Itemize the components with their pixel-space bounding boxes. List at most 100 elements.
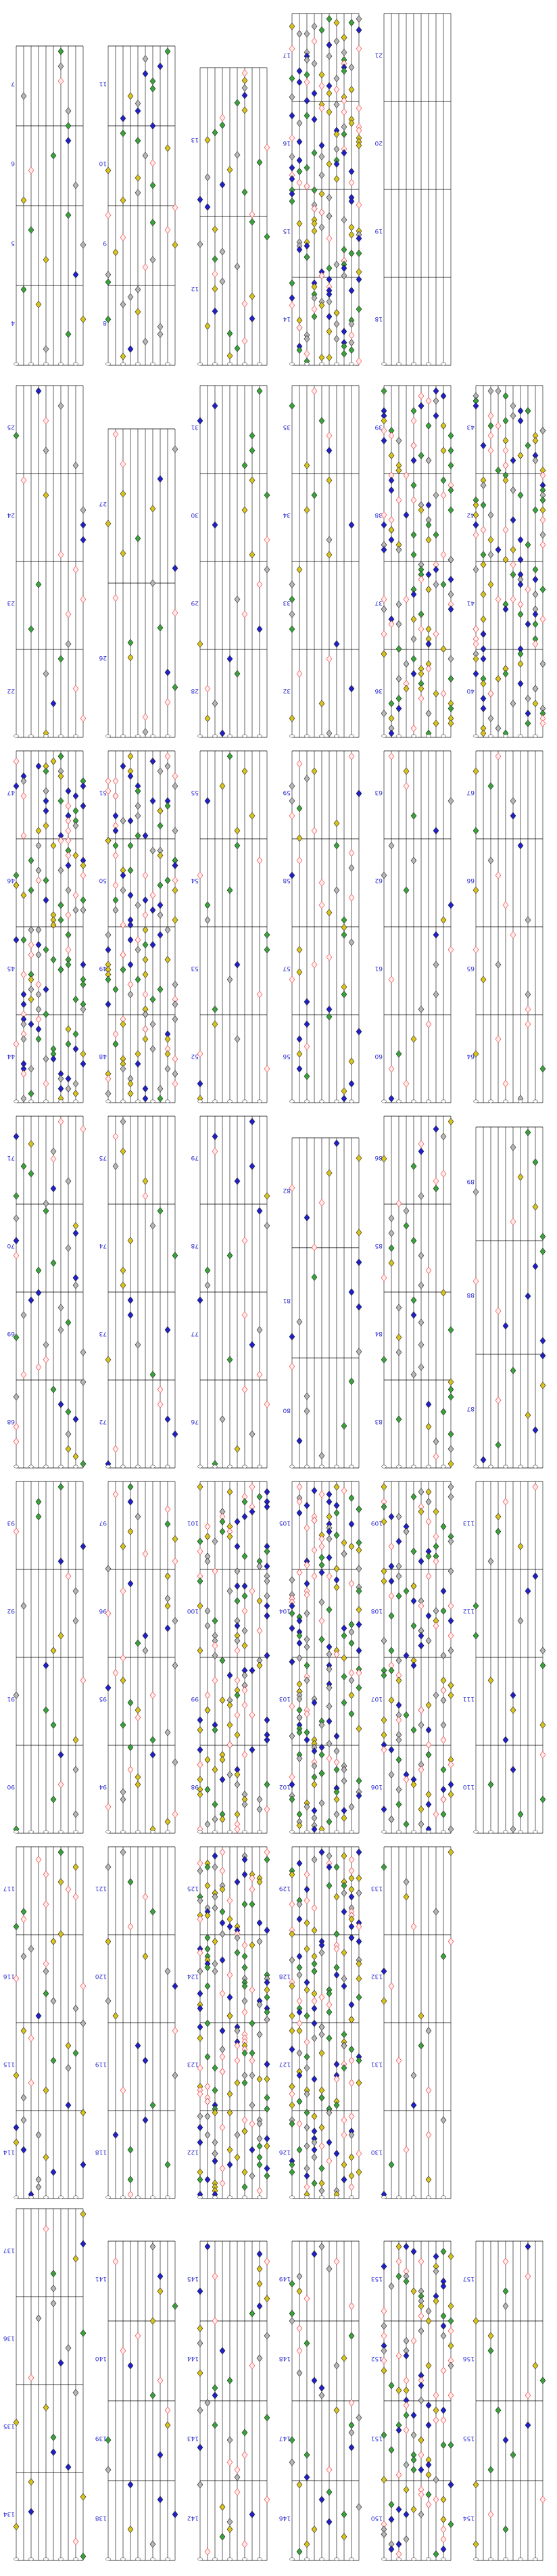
note-marker (212, 2109, 218, 2117)
note-marker (289, 1609, 295, 1617)
measure-number: 92 (7, 1607, 15, 1614)
note-marker (341, 1852, 347, 1860)
note-marker (43, 1341, 49, 1349)
note-marker (120, 460, 126, 468)
note-marker (388, 1612, 395, 1620)
note-marker (264, 1927, 270, 1934)
note-marker (381, 2431, 387, 2439)
open-string-marker (396, 2195, 402, 2199)
note-marker (197, 2168, 203, 2176)
note-marker (112, 1030, 119, 1038)
note-marker (341, 1982, 347, 1990)
note-marker (395, 2550, 402, 2558)
note-marker (388, 1229, 395, 1237)
note-marker (264, 1577, 270, 1585)
note-marker (164, 144, 171, 152)
note-marker (356, 1684, 362, 1692)
note-marker (356, 1777, 362, 1785)
measure-number: 44 (7, 1053, 15, 1059)
note-marker (157, 2376, 164, 2385)
note-marker (164, 762, 171, 770)
note-marker (13, 2523, 20, 2531)
note-marker (525, 916, 531, 924)
note-marker (120, 921, 126, 929)
note-marker (447, 486, 454, 495)
note-marker (418, 2312, 425, 2320)
note-marker (381, 1517, 387, 1525)
note-marker (326, 908, 333, 917)
note-marker (296, 1050, 303, 1058)
note-marker (318, 1941, 325, 1949)
open-string-marker (334, 362, 339, 366)
note-marker (234, 1731, 241, 1739)
note-marker (50, 2299, 57, 2307)
note-marker (249, 1900, 256, 1908)
note-marker (311, 1747, 318, 1755)
note-marker (326, 953, 333, 961)
note-marker (112, 248, 119, 256)
note-marker (289, 580, 295, 589)
note-marker (296, 1706, 303, 1714)
note-marker (433, 1177, 439, 1185)
note-marker (410, 496, 417, 504)
note-marker (50, 956, 57, 964)
note-marker (256, 2187, 263, 2194)
note-marker (433, 2253, 439, 2261)
open-string-marker (212, 2195, 218, 2199)
note-marker (326, 476, 333, 484)
note-marker (142, 55, 149, 63)
note-marker (395, 436, 402, 444)
note-marker (127, 1080, 134, 1088)
note-marker (264, 1488, 270, 1496)
note-marker (256, 580, 263, 589)
note-marker (72, 807, 79, 815)
note-marker (212, 129, 218, 137)
note-marker (473, 670, 479, 678)
open-string-marker (242, 2557, 247, 2561)
note-marker (264, 233, 270, 241)
measure-number: 146 (279, 2514, 291, 2521)
note-marker (395, 1304, 402, 1312)
note-marker (532, 457, 539, 465)
note-marker (43, 986, 49, 994)
open-string-marker (257, 734, 262, 738)
note-marker (28, 2374, 34, 2382)
note-marker (440, 645, 447, 653)
note-marker (142, 1893, 149, 1901)
note-marker (289, 1870, 295, 1879)
note-marker (135, 1050, 141, 1058)
note-marker (447, 674, 454, 683)
note-marker (43, 345, 49, 353)
note-marker (433, 1532, 439, 1540)
note-marker (127, 1580, 134, 1588)
note-marker (80, 2552, 87, 2560)
note-marker (264, 1562, 270, 1570)
note-marker (525, 540, 531, 549)
note-marker (473, 1050, 479, 1058)
open-string-marker (426, 1830, 431, 1834)
note-marker (517, 407, 524, 415)
note-marker (72, 1452, 79, 1460)
note-marker (318, 2496, 325, 2504)
note-marker (241, 1311, 248, 1319)
note-marker (105, 166, 112, 175)
note-marker (296, 2324, 303, 2332)
note-marker (142, 1035, 149, 1043)
note-marker (256, 2120, 263, 2128)
measure-number: 10 (99, 160, 107, 166)
note-marker (381, 546, 387, 554)
note-marker (447, 2342, 454, 2350)
note-marker (333, 335, 340, 343)
open-string-marker (197, 2195, 203, 2199)
note-marker (304, 1609, 310, 1617)
note-marker (425, 665, 432, 673)
note-marker (502, 526, 509, 534)
note-marker (289, 1703, 295, 1710)
note-marker (318, 2142, 325, 2150)
note-marker (326, 52, 333, 60)
note-marker (348, 2016, 355, 2023)
note-marker (65, 211, 72, 219)
measure-number: 26 (99, 654, 107, 661)
